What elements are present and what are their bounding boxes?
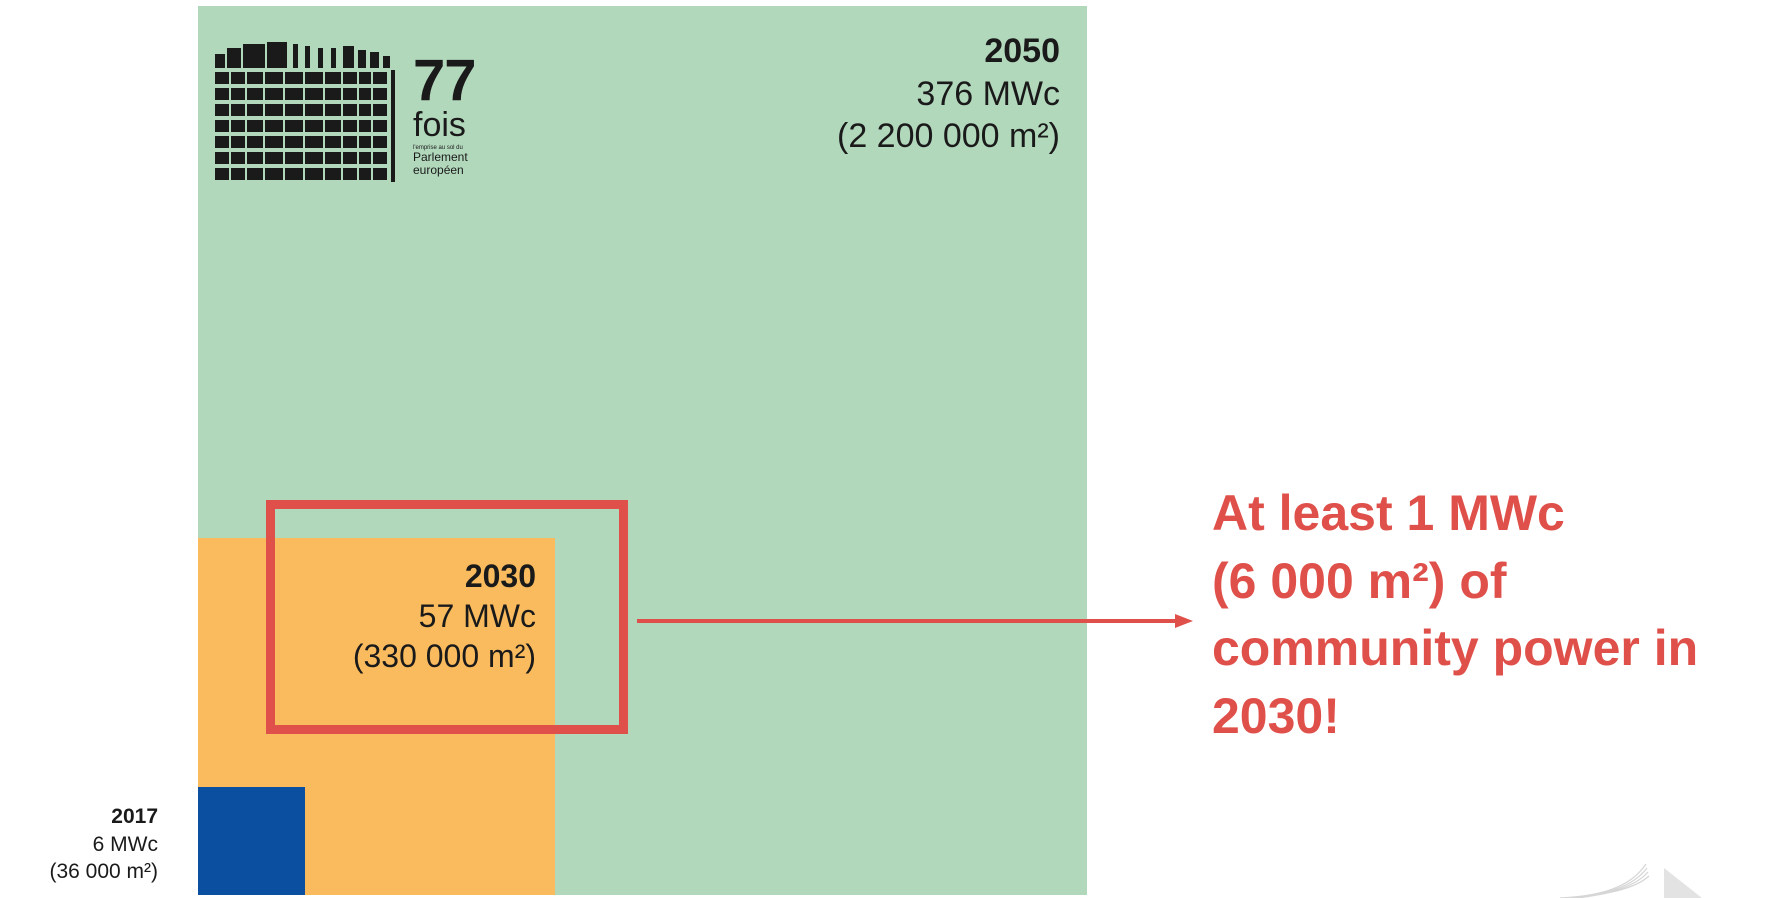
logo-number: 77 — [413, 48, 477, 113]
highlight-box — [266, 500, 628, 734]
logo-text: 77 fois l'emprise au sol du Parlement eu… — [413, 48, 477, 177]
callout-line-4: 2030! — [1212, 687, 1340, 744]
callout-line-1: At least 1 MWc — [1212, 485, 1565, 541]
year-2030: 2030 — [464, 558, 536, 594]
parliament-building-icon — [215, 42, 395, 182]
area-2050: (2 200 000 m²) — [837, 117, 1060, 155]
label-2030: 2030 57 MWc (330 000 m²) — [353, 556, 536, 676]
logo-line-1: Parlement — [413, 150, 468, 164]
year-2050: 2050 — [984, 32, 1060, 70]
logo-small-text: l'emprise au sol du — [413, 145, 463, 151]
label-2017: 2017 6 MWc (36 000 m²) — [49, 803, 158, 886]
year-2017: 2017 — [111, 805, 158, 828]
power-2030: 57 MWc — [418, 598, 536, 634]
square-2017 — [198, 787, 305, 895]
label-2050: 2050 376 MWc (2 200 000 m²) — [837, 30, 1060, 158]
power-2017: 6 MWc — [92, 832, 158, 856]
callout-line-3: community power in — [1212, 620, 1699, 676]
logo-line-2: européen — [413, 162, 464, 177]
area-2017: (36 000 m²) — [49, 860, 158, 884]
callout-text: At least 1 MWc (6 000 m²) of community p… — [1212, 480, 1698, 750]
power-2050: 376 MWc — [916, 74, 1060, 113]
logo-word: fois — [413, 106, 466, 144]
callout-line-2: (6 000 m²) of — [1212, 552, 1507, 609]
corner-decoration-icon — [1560, 863, 1702, 898]
area-2030: (330 000 m²) — [352, 638, 536, 674]
